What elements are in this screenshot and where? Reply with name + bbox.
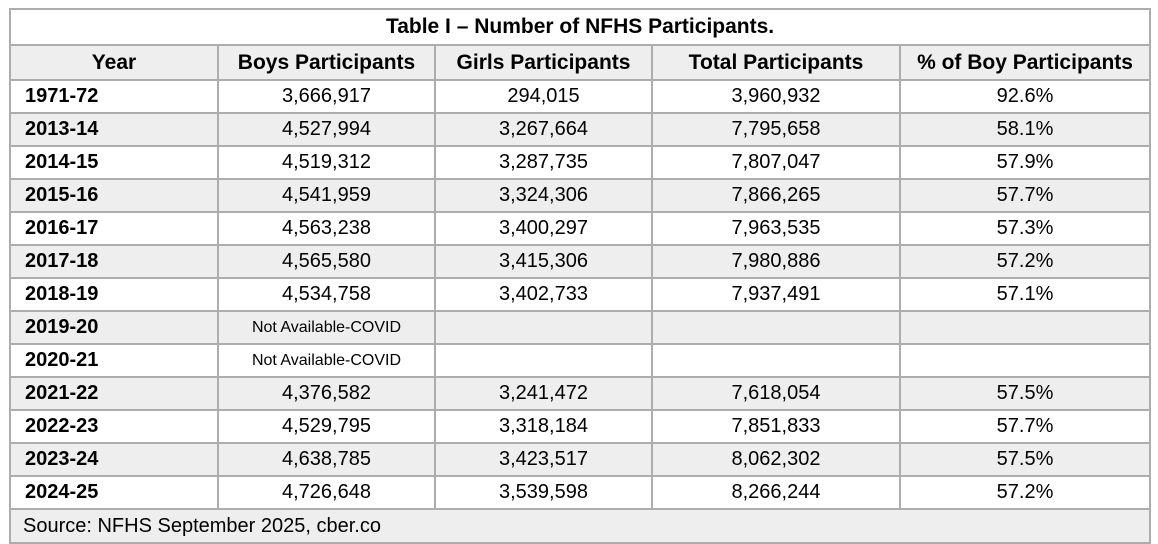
boys-participants-cell: 3,666,917 [217,79,436,114]
column-header-total: Total Participants [651,44,901,81]
boys-participants-cell: 4,565,580 [217,244,436,279]
total-participants-cell: 7,851,833 [651,409,901,444]
year-cell: 2024-25 [9,475,219,510]
column-header-year: Year [9,44,219,81]
boys-participants-cell: 4,527,994 [217,112,436,147]
pct-boy-participants-cell: 92.6% [898,79,1152,114]
boys-participants-cell: 4,376,582 [217,376,436,411]
girls-participants-cell: 3,324,306 [434,178,653,213]
year-cell: 2022-23 [9,409,219,444]
total-participants-cell [651,310,901,345]
pct-boy-participants-cell [898,310,1152,345]
source-note: Source: NFHS September 2025, cber.co [8,508,1152,544]
pct-boy-participants-cell: 57.2% [898,475,1152,510]
girls-participants-cell: 3,415,306 [434,244,653,279]
table-body: 1971-72 3,666,917 294,015 3,960,932 92.6… [9,79,1152,510]
year-cell: 2023-24 [9,442,219,477]
boys-participants-cell: Not Available-COVID [217,343,436,378]
pct-boy-participants-cell: 57.7% [898,409,1152,444]
table-row: 2023-24 4,638,785 3,423,517 8,062,302 57… [9,442,1152,477]
year-cell: 1971-72 [9,79,219,114]
total-participants-cell [651,343,901,378]
pct-boy-participants-cell: 57.2% [898,244,1152,279]
girls-participants-cell: 294,015 [434,79,653,114]
year-cell: 2016-17 [9,211,219,246]
total-participants-cell: 7,807,047 [651,145,901,180]
girls-participants-cell: 3,287,735 [434,145,653,180]
total-participants-cell: 8,266,244 [651,475,901,510]
table-row: 2019-20 Not Available-COVID [9,310,1152,345]
table-row: 2014-15 4,519,312 3,287,735 7,807,047 57… [9,145,1152,180]
pct-boy-participants-cell: 57.1% [898,277,1152,312]
girls-participants-cell: 3,241,472 [434,376,653,411]
total-participants-cell: 7,980,886 [651,244,901,279]
table-title: Table I – Number of NFHS Participants. [8,8,1152,46]
table-row: 2022-23 4,529,795 3,318,184 7,851,833 57… [9,409,1152,444]
pct-boy-participants-cell: 57.7% [898,178,1152,213]
boys-participants-cell: 4,534,758 [217,277,436,312]
pct-boy-participants-cell [898,343,1152,378]
girls-participants-cell: 3,539,598 [434,475,653,510]
table-row: 2017-18 4,565,580 3,415,306 7,980,886 57… [9,244,1152,279]
total-participants-cell: 7,963,535 [651,211,901,246]
year-cell: 2013-14 [9,112,219,147]
total-participants-cell: 7,937,491 [651,277,901,312]
table-row: 2021-22 4,376,582 3,241,472 7,618,054 57… [9,376,1152,411]
boys-participants-cell: 4,726,648 [217,475,436,510]
girls-participants-cell: 3,318,184 [434,409,653,444]
table-row: 2020-21 Not Available-COVID [9,343,1152,378]
girls-participants-cell: 3,400,297 [434,211,653,246]
table-header-row: Year Boys Participants Girls Participant… [9,44,1152,81]
boys-participants-cell: 4,563,238 [217,211,436,246]
boys-participants-cell: 4,541,959 [217,178,436,213]
pct-boy-participants-cell: 57.9% [898,145,1152,180]
boys-participants-cell: 4,529,795 [217,409,436,444]
pct-boy-participants-cell: 57.5% [898,376,1152,411]
column-header-pct-boys: % of Boy Participants [898,44,1152,81]
total-participants-cell: 8,062,302 [651,442,901,477]
girls-participants-cell: 3,423,517 [434,442,653,477]
column-header-girls: Girls Participants [434,44,653,81]
table-title-row: Table I – Number of NFHS Participants. [8,8,1152,46]
year-cell: 2015-16 [9,178,219,213]
boys-participants-cell: 4,638,785 [217,442,436,477]
year-cell: 2018-19 [9,277,219,312]
total-participants-cell: 7,866,265 [651,178,901,213]
girls-participants-cell: 3,402,733 [434,277,653,312]
girls-participants-cell: 3,267,664 [434,112,653,147]
table-row: 2016-17 4,563,238 3,400,297 7,963,535 57… [9,211,1152,246]
table-row: 1971-72 3,666,917 294,015 3,960,932 92.6… [9,79,1152,114]
year-cell: 2014-15 [9,145,219,180]
table-row: 2013-14 4,527,994 3,267,664 7,795,658 58… [9,112,1152,147]
total-participants-cell: 7,618,054 [651,376,901,411]
girls-participants-cell [434,343,653,378]
year-cell: 2020-21 [9,343,219,378]
boys-participants-cell: 4,519,312 [217,145,436,180]
pct-boy-participants-cell: 57.3% [898,211,1152,246]
total-participants-cell: 7,795,658 [651,112,901,147]
boys-participants-cell: Not Available-COVID [217,310,436,345]
year-cell: 2021-22 [9,376,219,411]
table-row: 2015-16 4,541,959 3,324,306 7,866,265 57… [9,178,1152,213]
table-row: 2018-19 4,534,758 3,402,733 7,937,491 57… [9,277,1152,312]
source-row: Source: NFHS September 2025, cber.co [8,508,1152,544]
year-cell: 2019-20 [9,310,219,345]
nfhs-participants-table: Table I – Number of NFHS Participants. Y… [8,8,1152,544]
table-row: 2024-25 4,726,648 3,539,598 8,266,244 57… [9,475,1152,510]
pct-boy-participants-cell: 57.5% [898,442,1152,477]
total-participants-cell: 3,960,932 [651,79,901,114]
girls-participants-cell [434,310,653,345]
year-cell: 2017-18 [9,244,219,279]
pct-boy-participants-cell: 58.1% [898,112,1152,147]
column-header-boys: Boys Participants [217,44,436,81]
